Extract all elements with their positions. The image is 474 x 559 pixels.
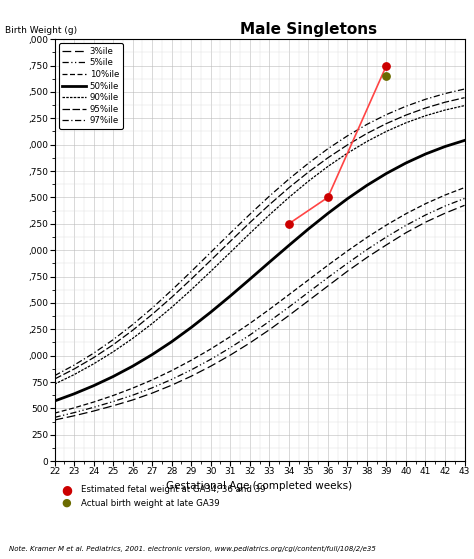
X-axis label: Gestational Age (completed weeks): Gestational Age (completed weeks) [166, 481, 353, 491]
Title: Male Singletons: Male Singletons [240, 22, 377, 36]
Point [383, 61, 390, 70]
Text: ●: ● [62, 498, 71, 508]
Text: Birth Weight (g): Birth Weight (g) [5, 26, 77, 35]
Point [285, 219, 292, 228]
Point [383, 72, 390, 80]
Text: ●: ● [61, 482, 72, 496]
Text: Note. Kramer M et al. Pediatrics, 2001. electronic version, www.pediatrics.org/c: Note. Kramer M et al. Pediatrics, 2001. … [9, 546, 376, 552]
Legend: 3%ile, 5%ile, 10%ile, 50%ile, 90%ile, 95%ile, 97%ile: 3%ile, 5%ile, 10%ile, 50%ile, 90%ile, 95… [59, 44, 123, 129]
Point [324, 193, 332, 202]
Text: Estimated fetal weight at GA34, 36 and 39: Estimated fetal weight at GA34, 36 and 3… [81, 485, 265, 494]
Text: Actual birth weight at late GA39: Actual birth weight at late GA39 [81, 499, 219, 508]
